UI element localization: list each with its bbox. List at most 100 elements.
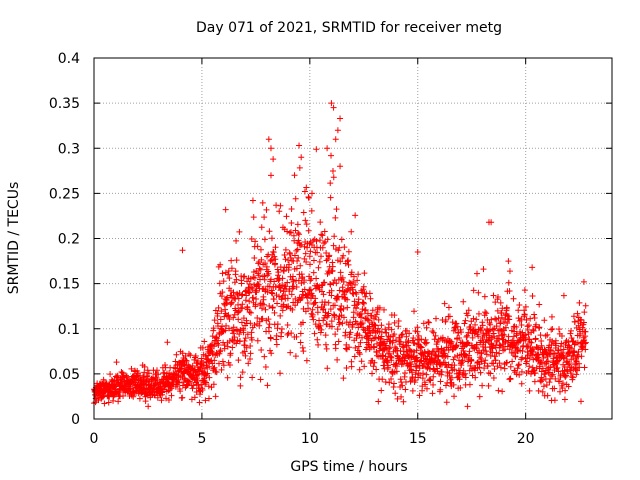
data-point [330,242,337,249]
data-point [308,310,315,317]
data-point [246,355,253,362]
data-point [120,393,127,400]
data-point [154,394,161,401]
data-point [351,353,358,360]
grid-lines [94,58,612,419]
data-point [196,399,203,406]
data-point [230,314,237,321]
data-point [325,299,332,306]
data-point [500,319,507,326]
data-point [518,368,525,375]
data-point [227,350,234,357]
data-point [445,304,452,311]
data-point [186,378,193,385]
data-point [495,294,502,301]
data-point [266,302,273,309]
data-point [239,369,246,376]
data-point [328,287,335,294]
data-point [287,251,294,258]
data-point [340,305,347,312]
data-point [233,257,240,264]
data-point [290,232,297,239]
data-point [400,398,407,405]
data-point [453,320,460,327]
data-point [299,319,306,326]
data-point [345,248,352,255]
data-point [483,310,490,317]
data-point [581,309,588,316]
data-point [350,278,357,285]
data-point [332,345,339,352]
data-point [158,397,165,404]
data-point [457,384,464,391]
data-point [360,299,367,306]
data-point [404,362,411,369]
data-point [254,315,261,322]
data-point [233,237,240,244]
data-point [442,316,449,323]
data-point [335,247,342,254]
data-point [215,304,222,311]
data-point [370,363,377,370]
data-point [307,239,314,246]
data-point [558,340,565,347]
data-point [339,320,346,327]
data-point [295,237,302,244]
data-point [238,280,245,287]
data-point [487,370,494,377]
data-point [144,367,151,374]
data-point [460,298,467,305]
data-point [566,360,573,367]
data-point [235,295,242,302]
data-point [448,374,455,381]
data-point [565,339,572,346]
data-point [228,265,235,272]
data-point [361,270,368,277]
data-point [498,314,505,321]
data-point [311,330,318,337]
data-point [567,348,574,355]
data-point [490,292,497,299]
data-point [574,310,581,317]
data-point [226,316,233,323]
data-point [551,385,558,392]
data-point [353,291,360,298]
data-point [308,190,315,197]
data-point [212,307,219,314]
data-point [438,371,445,378]
data-point [307,248,314,255]
data-point [505,333,512,340]
data-point [253,296,260,303]
data-point [408,361,415,368]
data-point [299,344,306,351]
data-point [301,255,308,262]
data-point [350,309,357,316]
data-point [141,369,148,376]
data-point [544,392,551,399]
data-point [321,228,328,235]
y-tick-label: 0 [71,412,80,428]
data-point [244,331,251,338]
data-point [222,206,229,213]
data-point [514,365,521,372]
data-point [251,322,258,329]
data-point [260,296,267,303]
data-point [287,229,294,236]
data-point [559,385,566,392]
data-point [388,354,395,361]
data-point [312,299,319,306]
y-tick-label: 0.35 [49,96,80,112]
data-point [271,278,278,285]
data-point [327,180,334,187]
data-point [314,249,321,256]
data-point [576,299,583,306]
data-point [128,392,135,399]
data-point [248,236,255,243]
data-point [236,228,243,235]
data-point [336,319,343,326]
data-point [364,316,371,323]
data-point [228,257,235,264]
data-point [536,324,543,331]
data-point [241,348,248,355]
x-tick-label: 15 [409,431,427,447]
